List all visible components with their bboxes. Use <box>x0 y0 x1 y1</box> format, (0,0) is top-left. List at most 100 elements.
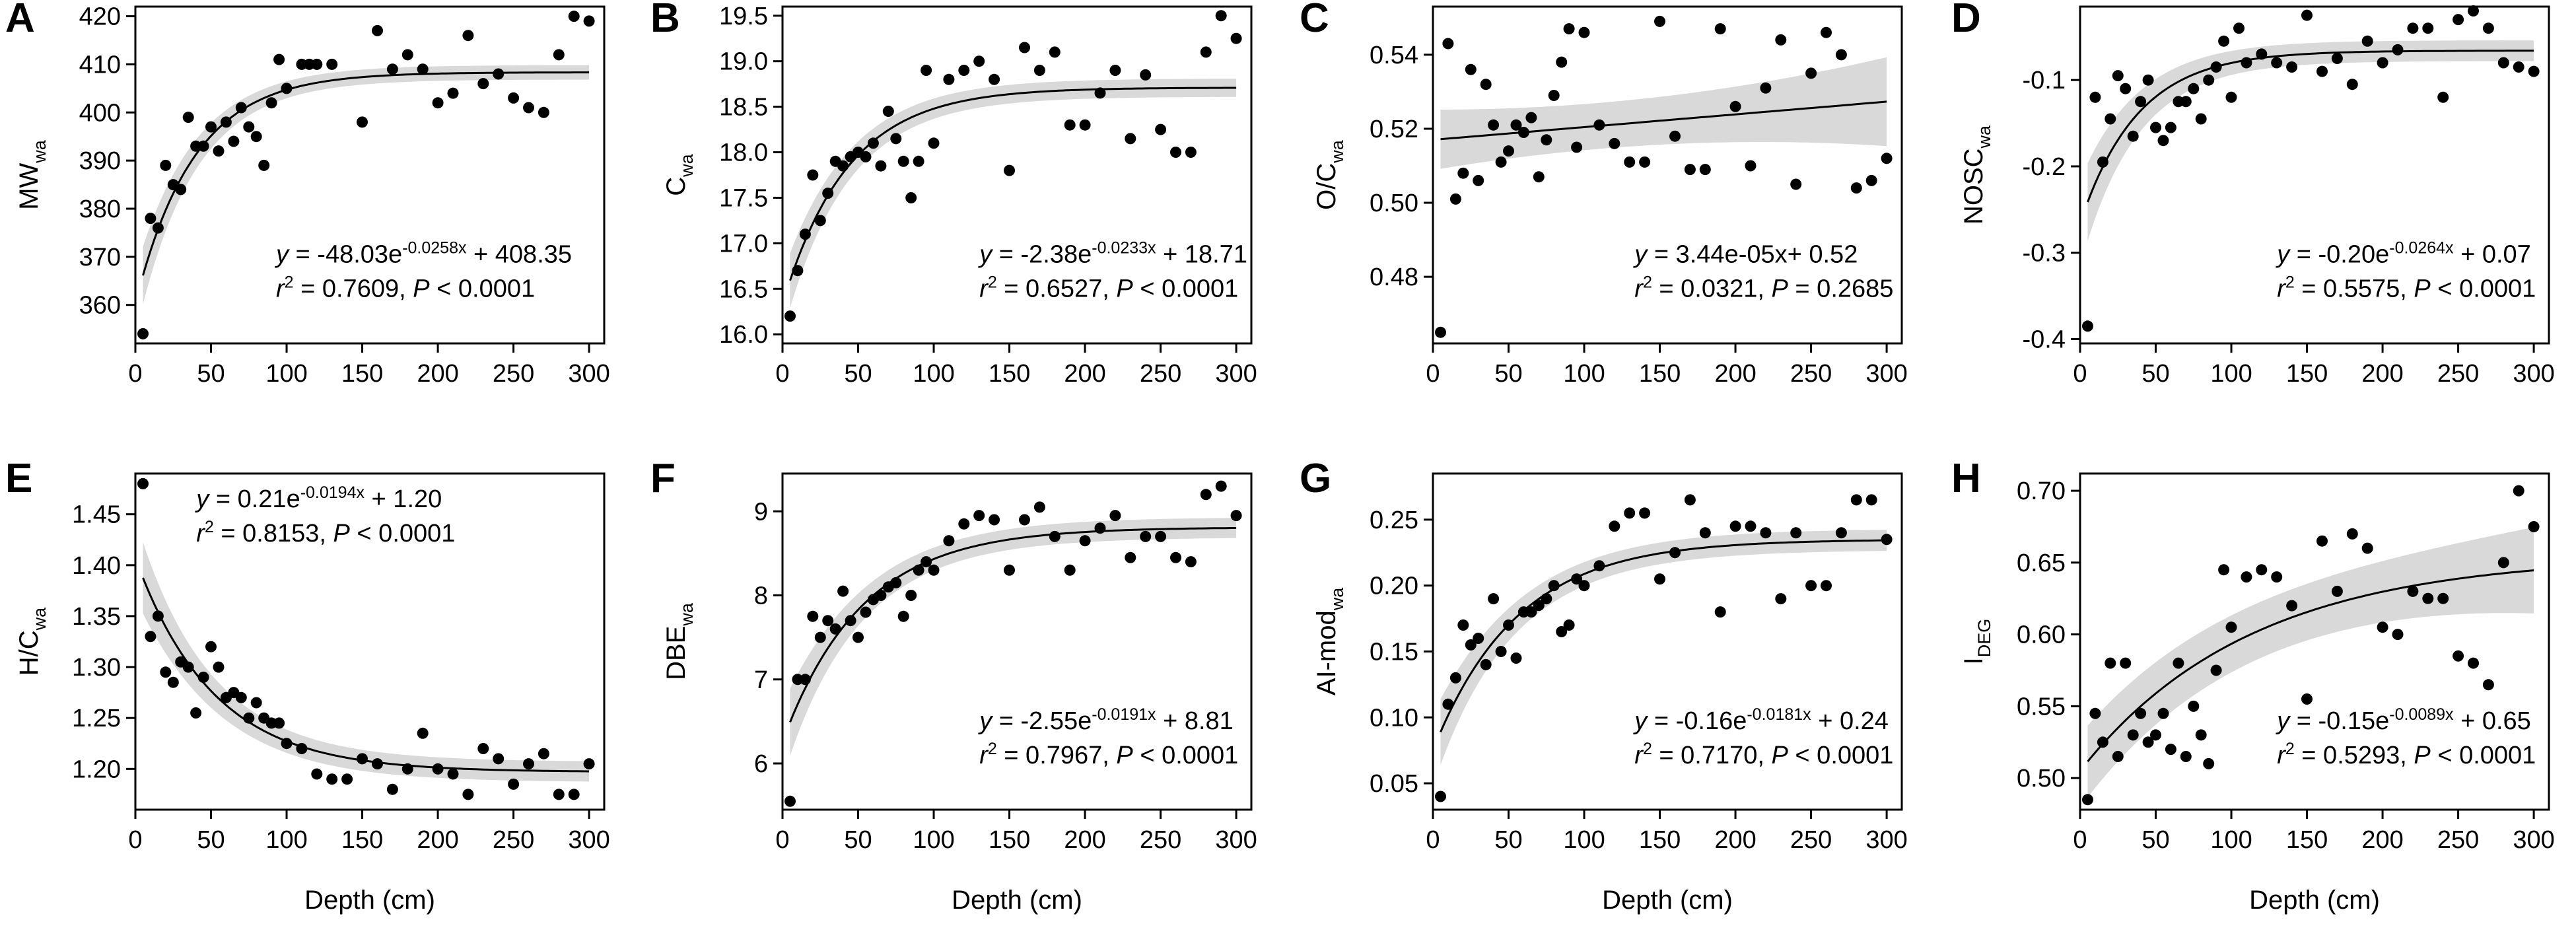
panel-f-data-point <box>1019 514 1030 526</box>
panel-g-data-point <box>1465 639 1477 651</box>
panel-a-y-tick-label: 370 <box>79 244 121 271</box>
panel-b-letter: B <box>650 0 680 41</box>
panel-g-data-point <box>1495 646 1507 657</box>
panel-d-data-point <box>2437 91 2449 103</box>
panel-g-data-point <box>1503 619 1514 631</box>
panel-a-data-point <box>137 328 149 339</box>
panel-e-y-tick-label: 1.45 <box>72 501 121 529</box>
panel-f-fit-line <box>789 527 1237 722</box>
panel-g-x-tick-label: 200 <box>1714 826 1756 854</box>
panel-c-data-point <box>1435 326 1446 338</box>
panel-b-y-tick-label: 18.5 <box>719 94 768 122</box>
panel-h-data-point <box>2513 485 2524 497</box>
panel-d-fit-line <box>2087 50 2534 203</box>
panel-f-x-tick-label: 250 <box>1140 826 1181 854</box>
panel-c-x-tick-label: 200 <box>1714 360 1756 388</box>
panel-d-data-point <box>2422 22 2434 34</box>
panel-b-data-point <box>1125 133 1136 145</box>
panel-d-data-point <box>2188 83 2200 94</box>
panel-e-data-point <box>311 768 323 780</box>
panel-d-data-point <box>2271 57 2283 69</box>
panel-e-data-point <box>357 753 368 765</box>
panel-h-y-tick-label: 0.55 <box>2017 693 2066 721</box>
panel-b-data-point <box>1230 32 1242 44</box>
panel-g-data-point <box>1850 494 1862 506</box>
panel-e-y-tick-label: 1.30 <box>72 654 121 682</box>
panel-h-letter: H <box>1951 456 1981 501</box>
panel-e-y-tick-label: 1.20 <box>72 756 121 783</box>
panel-a-x-tick-label: 50 <box>197 360 225 388</box>
panel-g-data-point <box>1556 626 1568 637</box>
panel-a-letter: A <box>5 0 35 41</box>
panel-d-data-point <box>2233 22 2245 34</box>
panel-c-data-point <box>1805 67 1817 79</box>
panel-c-data-point <box>1729 100 1741 112</box>
panel-f-data-point <box>1109 510 1121 522</box>
panel-f-data-point <box>814 631 826 643</box>
panel-d-data-point <box>2089 91 2101 103</box>
panel-h-data-point <box>2361 542 2373 554</box>
panel-b-data-point <box>1140 69 1152 81</box>
panel-f-y-tick-label: 8 <box>754 582 768 610</box>
panel-e-data-point <box>583 758 595 770</box>
panel-c-x-tick-label: 150 <box>1639 360 1681 388</box>
panel-e-x-tick-label: 250 <box>493 826 534 854</box>
panel-c-data-point <box>1563 23 1575 35</box>
panel-f-data-point <box>897 610 909 622</box>
panel-h-y-tick-label: 0.70 <box>2017 477 2066 505</box>
panel-f-data-point <box>1125 551 1136 563</box>
panel-c-data-point <box>1865 174 1877 186</box>
panel-d-data-point <box>2316 65 2328 77</box>
panel-g: 0 50 100 150 200 250 300 0.05 0.10 0.15 0.20 0.25 AI… <box>1300 456 1908 915</box>
panel-c-x-tick-label: 300 <box>1865 360 1907 388</box>
panel-g-data-point <box>1865 494 1877 506</box>
panel-h-data-point <box>2127 729 2139 741</box>
panel-f-data-point <box>1033 501 1045 513</box>
panel-h-data-point <box>2271 571 2283 583</box>
panel-a-y-axis-label: MWwa <box>15 139 50 210</box>
panel-b-data-point <box>958 65 970 76</box>
panel-h-statistics: r2 = 0.5293, P < 0.0001 <box>2277 740 2536 769</box>
panel-d-data-point <box>2097 156 2108 168</box>
panel-d-x-tick-label: 50 <box>2141 360 2169 388</box>
panel-h-x-tick-label: 200 <box>2361 826 2403 854</box>
panel-h-fit-line <box>2087 569 2534 763</box>
panel-b-data-point <box>860 151 872 162</box>
panel-h-data-point <box>2422 592 2434 604</box>
panel-a-data-point <box>213 145 225 157</box>
panel-b-y-tick-label: 16.0 <box>719 321 768 349</box>
panel-e-data-point <box>160 666 172 678</box>
panel-a-data-point <box>273 53 285 65</box>
panel-e-x-tick-label: 150 <box>341 826 383 854</box>
panel-c-data-point <box>1556 56 1568 68</box>
panel-f-plot-frame <box>781 472 1253 811</box>
panel-d-data-point <box>2082 320 2093 332</box>
panel-b-data-point <box>1185 147 1197 158</box>
panel-d-data-point <box>2241 57 2252 69</box>
panel-c-data-point <box>1760 82 1772 94</box>
panel-g-data-point <box>1609 520 1620 532</box>
panel-e: 0 50 100 150 200 250 300 1.20 1.25 1.30 1.35 1.40 1.… <box>5 456 610 915</box>
panel-e-letter: E <box>5 456 32 501</box>
panel-c-data-point <box>1775 34 1787 46</box>
panel-a-data-point <box>205 121 217 133</box>
panel-e-data-point <box>205 641 217 652</box>
panel-h-data-point <box>2256 564 2268 576</box>
panel-a-data-point <box>493 68 505 80</box>
panel-d-data-point <box>2453 14 2464 26</box>
panel-e-x-tick-label: 0 <box>128 826 142 854</box>
panel-f-x-tick-label: 0 <box>775 826 789 854</box>
panel-b-data-point <box>875 160 887 172</box>
panel-d-data-point <box>2157 135 2169 147</box>
panel-b-data-point <box>822 188 834 199</box>
panel-b-data-point <box>943 73 955 85</box>
panel-c-data-point <box>1525 112 1537 123</box>
panel-d-data-point <box>2195 113 2207 125</box>
panel-f-x-tick-label: 50 <box>844 826 872 854</box>
panel-h-data-point <box>2105 657 2116 669</box>
panel-d-y-tick-label: -0.4 <box>2023 326 2066 353</box>
panel-d-data-point <box>2105 113 2116 125</box>
panel-b-data-point <box>1155 123 1167 135</box>
panel-d-data-point <box>2482 22 2494 34</box>
panel-h-data-point <box>2157 707 2169 719</box>
